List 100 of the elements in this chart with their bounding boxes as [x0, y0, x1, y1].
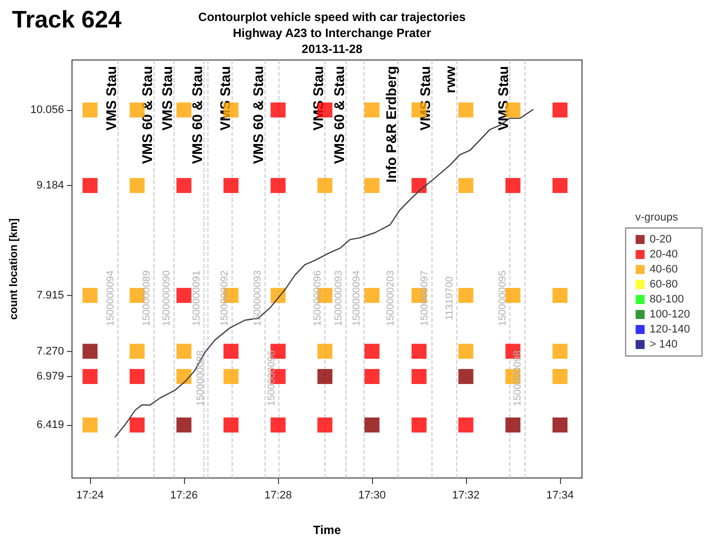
annotation: 1500000093: [252, 270, 264, 326]
point: [82, 102, 98, 118]
ref-line-label: VMS Stau: [494, 66, 511, 131]
point: [130, 178, 145, 194]
point: [176, 102, 192, 118]
legend-label: 40-60: [650, 264, 678, 276]
ref-line-label: VMS 60 & Stau: [188, 66, 205, 164]
legend-title: v-groups: [635, 212, 678, 224]
ref-line-label: VMS Stau: [159, 66, 176, 131]
point: [130, 368, 145, 384]
point: [505, 288, 520, 303]
point: [364, 288, 380, 303]
legend-label: 100-120: [650, 308, 690, 320]
ref-line-label: VMS Stau: [310, 66, 326, 131]
annotation: 1500000091: [191, 270, 202, 326]
point: [317, 178, 332, 194]
ref-line-label: rww: [442, 66, 458, 94]
point: [130, 344, 145, 359]
point: [505, 417, 520, 432]
x-tick-label: 17:24: [76, 490, 104, 502]
point: [82, 288, 98, 303]
annotation: 1500000098: [512, 350, 524, 406]
annotation: 1500000089: [142, 270, 153, 326]
x-tick-label: 17:34: [546, 490, 574, 502]
point: [224, 417, 239, 432]
point: [552, 288, 568, 303]
point: [82, 368, 98, 384]
ref-line-label: Info P&R Erdberg: [382, 66, 399, 183]
point: [364, 178, 380, 194]
point: [364, 368, 380, 384]
point: [270, 102, 286, 118]
chart-title: Contourplot vehicle speed with car trajectories: [198, 10, 466, 24]
point: [364, 344, 380, 359]
legend-label: 120-140: [650, 324, 690, 336]
point: [458, 102, 474, 118]
point: [505, 178, 520, 194]
annotation: 1500000088: [195, 350, 206, 406]
ref-line-label: VMS 60 & Stau: [250, 66, 266, 164]
legend-label: 80-100: [650, 294, 684, 306]
point: [224, 368, 239, 384]
annotation: 1500000093: [334, 270, 345, 326]
ref-line-label: VMS Stau: [102, 66, 119, 131]
point: [176, 178, 192, 194]
point: [364, 102, 380, 118]
y-axis-title: count location [km]: [8, 218, 20, 320]
x-tick-label: 17:26: [170, 490, 198, 502]
annotation: 1500000095: [497, 270, 508, 326]
point: [458, 178, 474, 194]
point: [552, 344, 568, 359]
y-tick-label: 6.979: [36, 370, 64, 382]
ref-line-label: VMS 60 & Stau: [139, 66, 156, 164]
point: [130, 417, 145, 432]
annotation: 1500000203: [385, 270, 396, 326]
ref-line-label: VMS Stau: [417, 66, 434, 131]
text: Track 624: [12, 6, 122, 34]
point: [270, 417, 286, 432]
point: [412, 344, 427, 359]
point: [176, 288, 192, 303]
point: [552, 368, 568, 384]
point: [552, 417, 568, 432]
point: [224, 344, 239, 359]
legend-label: 0-20: [650, 234, 672, 246]
point: [317, 344, 332, 359]
point: [176, 344, 192, 359]
legend-label: > 140: [650, 338, 678, 350]
point: [412, 178, 427, 194]
y-tick-label: 7.915: [36, 289, 64, 302]
point: [552, 178, 568, 194]
point: [317, 368, 332, 384]
annotation: 1500000094: [105, 270, 116, 326]
x-tick-label: 17:30: [358, 490, 386, 502]
y-tick-label: 7.270: [36, 345, 64, 358]
y-tick-label: 6.419: [36, 418, 64, 431]
y-tick-label: 10.056: [30, 104, 64, 116]
annotation: 1500000090: [162, 270, 173, 326]
point: [458, 417, 474, 432]
legend-label: 20-40: [650, 248, 678, 260]
annotation: 1500000094: [352, 270, 363, 326]
x-tick-label: 17:32: [452, 490, 480, 502]
ref-line-label: VMS Stau: [217, 66, 234, 131]
point: [270, 178, 286, 194]
ref-line-label: VMS 60 & Stau: [331, 66, 348, 164]
annotation: 1500000096: [312, 270, 324, 326]
chart-subtitle: Highway A23 to Interchange Prater 2013-11-28: [232, 26, 432, 56]
point: [224, 178, 239, 194]
annotation: 1500000097: [420, 270, 431, 326]
point: [176, 368, 192, 384]
point: [412, 368, 427, 384]
y-tick-label: 9.184: [36, 180, 64, 192]
x-tick-label: 17:28: [264, 490, 292, 502]
x-axis-title: Time: [313, 523, 342, 537]
annotation: 1500000096: [266, 350, 278, 406]
legend-label: 60-80: [650, 278, 678, 290]
point: [552, 102, 568, 118]
point: [82, 344, 98, 359]
point: [364, 417, 380, 432]
point: [458, 368, 474, 384]
point: [458, 344, 474, 359]
point: [82, 178, 98, 194]
annotation: 11319700: [444, 276, 456, 320]
